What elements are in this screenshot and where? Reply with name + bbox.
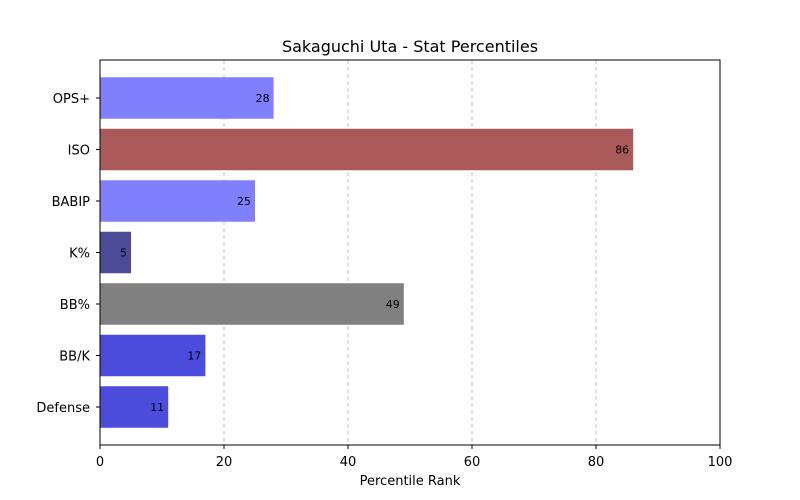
- bars: 28 86 25 5 49 17 11: [100, 77, 634, 428]
- y-tick-label: OPS+: [53, 92, 90, 107]
- y-tick-label: K%: [69, 247, 90, 262]
- bar: [100, 77, 274, 119]
- y-tick-label: BB%: [60, 298, 90, 313]
- x-tick-label: 80: [588, 455, 605, 470]
- y-tick-label: Defense: [36, 401, 90, 416]
- grid: [223, 60, 597, 445]
- bar-value-label: 25: [237, 195, 251, 208]
- x-axis: 0 20 40 60 80 100: [96, 445, 733, 470]
- x-tick-label: 60: [464, 455, 481, 470]
- bar-value-label: 11: [150, 401, 164, 414]
- bar: [100, 180, 255, 222]
- bar-value-label: 49: [386, 298, 400, 311]
- y-tick-label: BB/K: [59, 350, 90, 365]
- bar-value-label: 28: [256, 92, 270, 105]
- y-tick-label: ISO: [68, 144, 90, 159]
- bar: [100, 283, 404, 325]
- bar: [100, 334, 206, 377]
- bar-value-label: 17: [187, 350, 201, 363]
- chart-title: Sakaguchi Uta - Stat Percentiles: [282, 37, 538, 56]
- x-axis-label: Percentile Rank: [360, 474, 461, 489]
- x-tick-label: 40: [340, 455, 357, 470]
- bar: [100, 386, 169, 428]
- x-tick-label: 0: [96, 455, 104, 470]
- y-tick-label: BABIP: [52, 195, 91, 210]
- bar: [100, 128, 634, 171]
- x-tick-label: 100: [708, 455, 733, 470]
- y-axis: OPS+ ISO BABIP K% BB% BB/K Defense: [36, 92, 100, 416]
- bar-value-label: 5: [120, 247, 127, 260]
- bar: [100, 231, 131, 274]
- x-tick-label: 20: [216, 455, 233, 470]
- bar-value-label: 86: [615, 144, 629, 157]
